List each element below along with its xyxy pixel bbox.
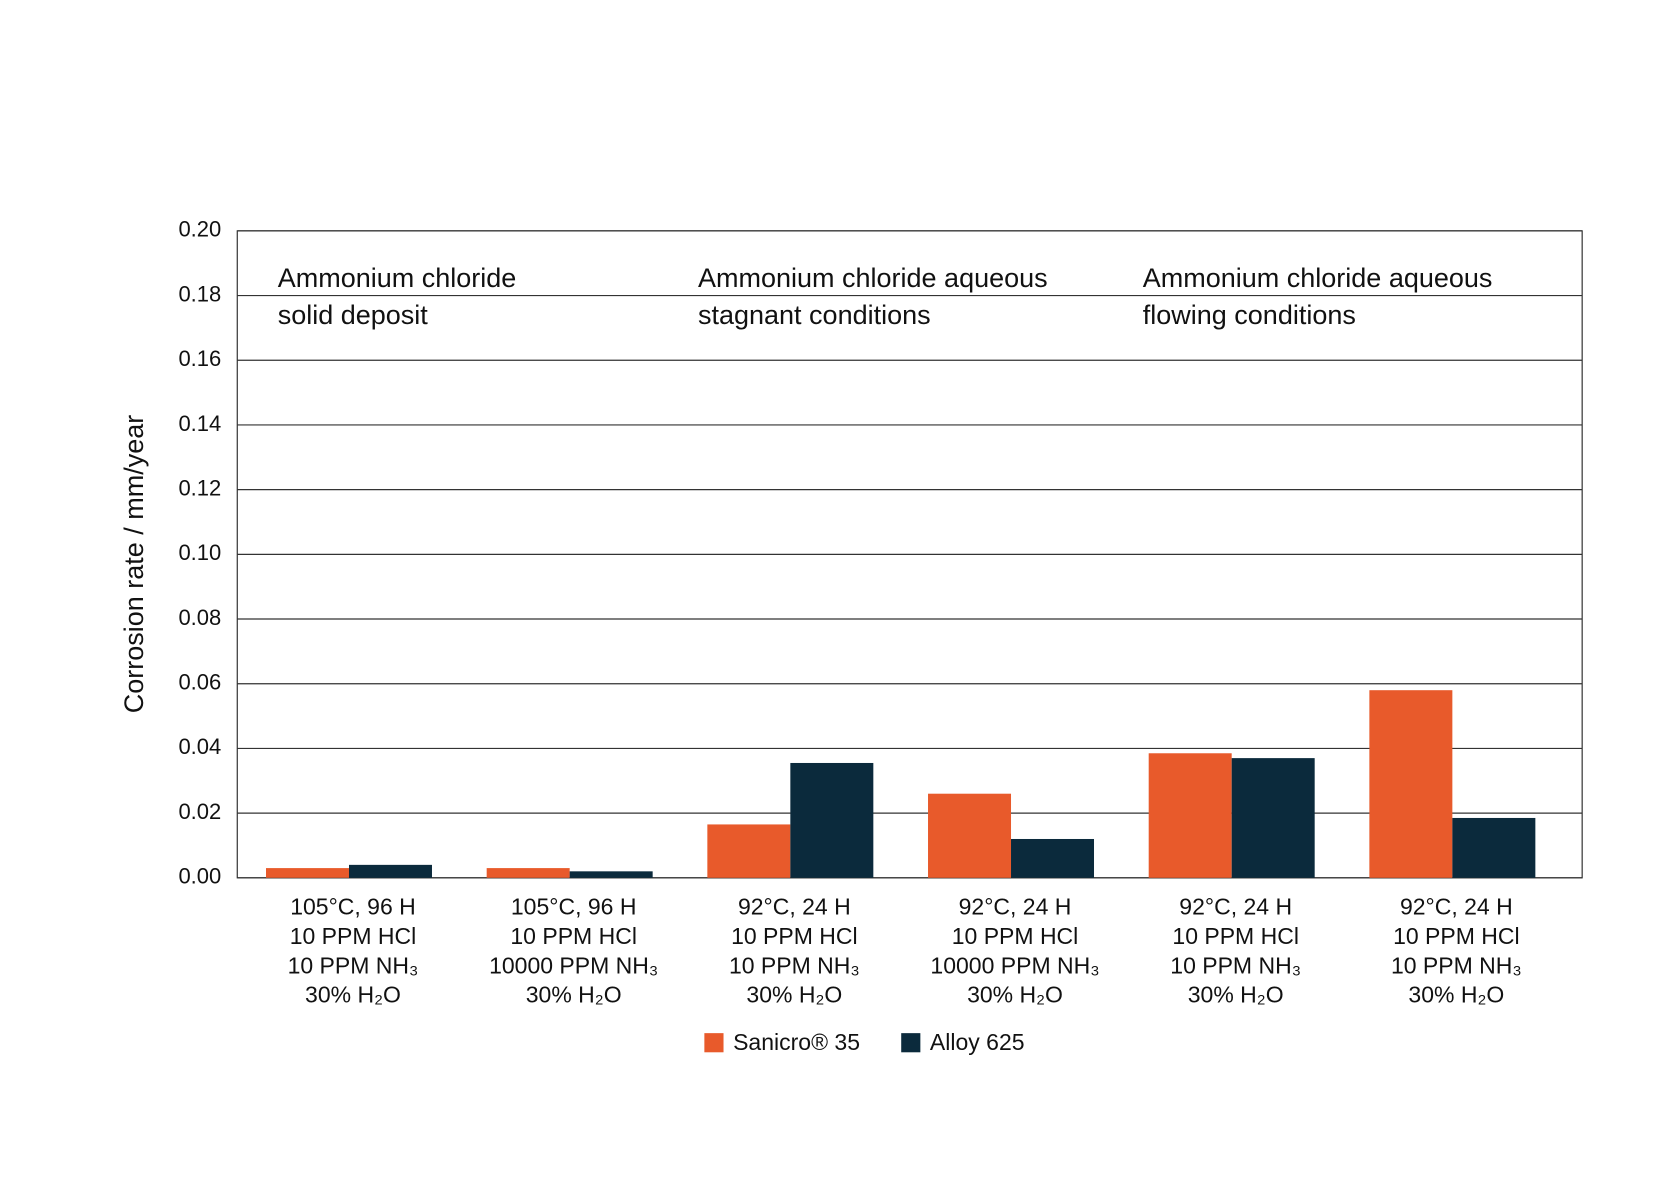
x-tick-label: 10 PPM NH₃ (1391, 952, 1522, 978)
annotation: Ammonium chloride aqueous (1143, 263, 1493, 293)
y-tick-label: 0.14 (178, 411, 221, 436)
bar (790, 762, 874, 878)
x-tick-label: 10 PPM HCl (290, 923, 417, 949)
x-tick-label: 92°C, 24 H (959, 894, 1072, 920)
bar (928, 793, 1012, 878)
y-tick-label: 0.00 (178, 864, 221, 889)
annotation: Ammonium chloride aqueous (698, 263, 1048, 293)
y-tick-label: 0.18 (178, 281, 221, 306)
y-tick-label: 0.06 (178, 670, 221, 695)
bar (569, 871, 653, 878)
bar (1452, 817, 1536, 878)
annotation: stagnant conditions (698, 300, 931, 330)
y-axis-label: Corrosion rate / mm/year (119, 415, 149, 714)
legend-swatch (901, 1033, 921, 1053)
annotation: Ammonium chloride (278, 263, 517, 293)
x-tick-label: 10 PPM HCl (952, 923, 1079, 949)
plot-frame (236, 230, 1583, 879)
x-tick-label: 92°C, 24 H (1400, 894, 1513, 920)
x-tick-label: 92°C, 24 H (1179, 894, 1292, 920)
annotation: solid deposit (278, 300, 429, 330)
x-tick-label: 92°C, 24 H (738, 894, 851, 920)
y-tick-label: 0.12 (178, 475, 221, 500)
bar (1369, 690, 1453, 878)
x-tick-label: 10000 PPM NH₃ (930, 952, 1099, 978)
x-tick-label: 10 PPM NH₃ (729, 952, 860, 978)
bar (707, 824, 791, 878)
legend-label: Alloy 625 (930, 1029, 1025, 1055)
x-tick-label: 10000 PPM NH₃ (489, 952, 658, 978)
bar (1011, 838, 1095, 878)
legend-label: Sanicro® 35 (733, 1029, 860, 1055)
legend-swatch (704, 1033, 724, 1053)
bar (1148, 753, 1232, 878)
x-tick-label: 10 PPM HCl (510, 923, 637, 949)
y-tick-label: 0.20 (178, 217, 221, 242)
x-tick-label: 105°C, 96 H (511, 894, 637, 920)
x-tick-label: 10 PPM HCl (731, 923, 858, 949)
y-tick-label: 0.04 (178, 734, 221, 759)
y-tick-label: 0.16 (178, 346, 221, 371)
x-tick-label: 10 PPM HCl (1393, 923, 1520, 949)
x-tick-label: 30% H₂O (1188, 982, 1284, 1008)
x-tick-label: 30% H₂O (967, 982, 1063, 1008)
bar (1231, 758, 1315, 878)
y-tick-label: 0.02 (178, 799, 221, 824)
y-tick-label: 0.08 (178, 605, 221, 630)
x-tick-label: 30% H₂O (305, 982, 401, 1008)
x-tick-label: 30% H₂O (526, 982, 622, 1008)
y-tick-label: 0.10 (178, 540, 221, 565)
x-tick-label: 30% H₂O (1408, 982, 1504, 1008)
annotation: flowing conditions (1143, 300, 1356, 330)
x-tick-label: 30% H₂O (746, 982, 842, 1008)
bar (486, 868, 570, 878)
x-tick-label: 10 PPM NH₃ (288, 952, 419, 978)
x-tick-label: 10 PPM HCl (1172, 923, 1299, 949)
bar (348, 864, 432, 878)
x-tick-label: 105°C, 96 H (290, 894, 416, 920)
x-tick-label: 10 PPM NH₃ (1170, 952, 1301, 978)
bar (266, 868, 349, 878)
